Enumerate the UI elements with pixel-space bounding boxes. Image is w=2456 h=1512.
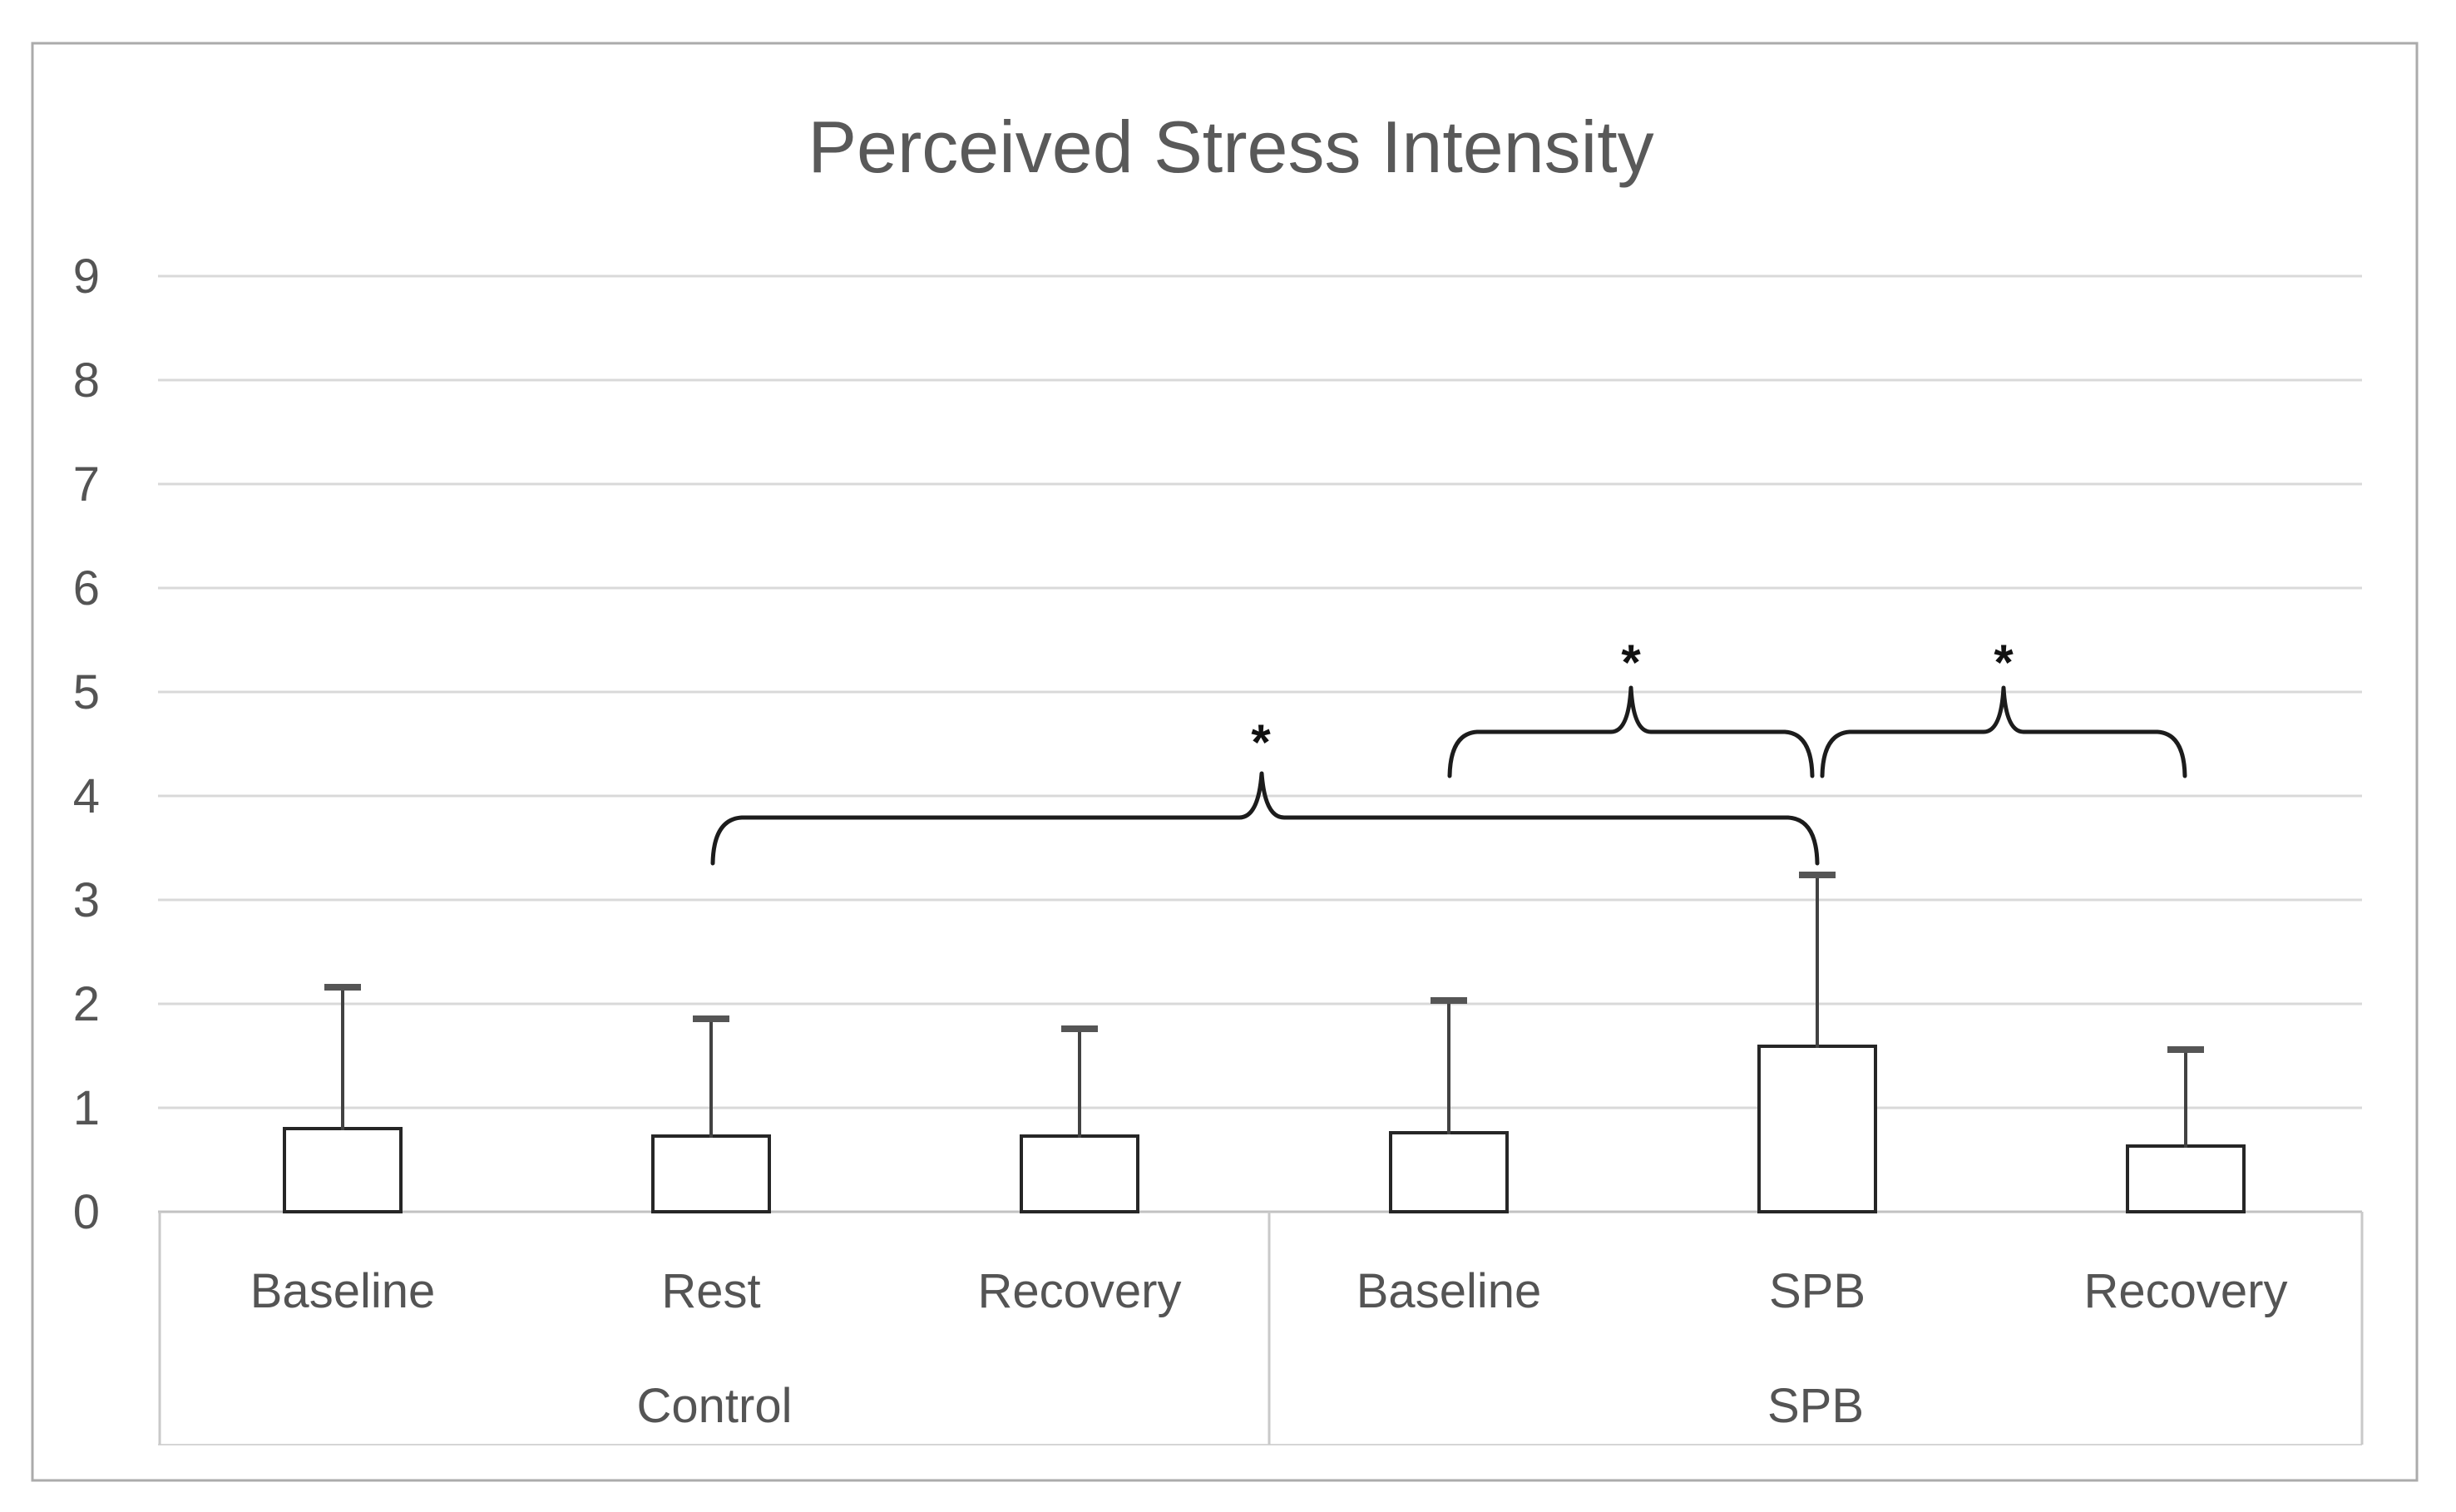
error-bars: [324, 872, 2204, 1148]
category-labels: Baseline Rest Recovery Baseline SPB Reco…: [250, 1264, 2288, 1318]
bars: [283, 1045, 2246, 1213]
y-axis-tick-labels: 0 1 2 3 4 5 6 7 8 9: [73, 250, 100, 1239]
category-label: Baseline: [250, 1264, 435, 1318]
y-tick-label: 2: [73, 977, 100, 1031]
error-bar: [1431, 997, 1467, 1134]
bar-spb-recovery: [2126, 1144, 2246, 1213]
bar-spb-baseline: [1389, 1131, 1509, 1213]
significance-bracket-baseline-to-spb: [1447, 685, 1815, 778]
y-tick-label: 1: [73, 1081, 100, 1135]
y-tick-label: 6: [73, 561, 100, 615]
category-label: Recovery: [2084, 1264, 2288, 1318]
error-bar: [1799, 872, 1836, 1048]
significance-bracket-rest-to-spb: [710, 771, 1820, 866]
bar-spb-spb: [1757, 1045, 1877, 1213]
category-label: Rest: [661, 1264, 760, 1318]
significance-asterisk: *: [1621, 635, 1641, 690]
bar-control-rest: [651, 1134, 771, 1213]
category-label: Baseline: [1356, 1264, 1541, 1318]
significance-bracket-spb-to-recovery: [1820, 685, 2187, 778]
significance-asterisk: *: [1994, 635, 2014, 690]
y-tick-label: 5: [73, 665, 100, 719]
group-label-control: Control: [637, 1379, 793, 1433]
error-bar: [693, 1015, 729, 1138]
group-labels: Control SPB: [637, 1379, 1865, 1433]
bar-control-recovery: [1020, 1134, 1139, 1213]
category-axis-box: [158, 1210, 2364, 1445]
error-bar: [1061, 1025, 1098, 1138]
error-bar: [324, 984, 361, 1130]
significance-brackets: [710, 685, 2187, 866]
significance-asterisks: * * *: [1251, 635, 2014, 770]
y-tick-label: 3: [73, 873, 100, 927]
significance-asterisk: *: [1251, 714, 1271, 770]
chart-title: Perceived Stress Intensity: [808, 106, 1653, 188]
y-tick-label: 9: [73, 250, 100, 304]
chart-outer-border: [31, 42, 2419, 1482]
y-tick-label: 4: [73, 769, 100, 823]
category-label: SPB: [1769, 1264, 1865, 1318]
error-bar: [2167, 1046, 2204, 1148]
category-label: Recovery: [978, 1264, 1182, 1318]
gridlines: [158, 274, 2362, 1109]
y-tick-label: 7: [73, 457, 100, 511]
y-tick-label: 8: [73, 353, 100, 408]
group-label-spb: SPB: [1767, 1379, 1864, 1433]
bar-control-baseline: [283, 1127, 403, 1213]
y-tick-label: 0: [73, 1185, 100, 1239]
